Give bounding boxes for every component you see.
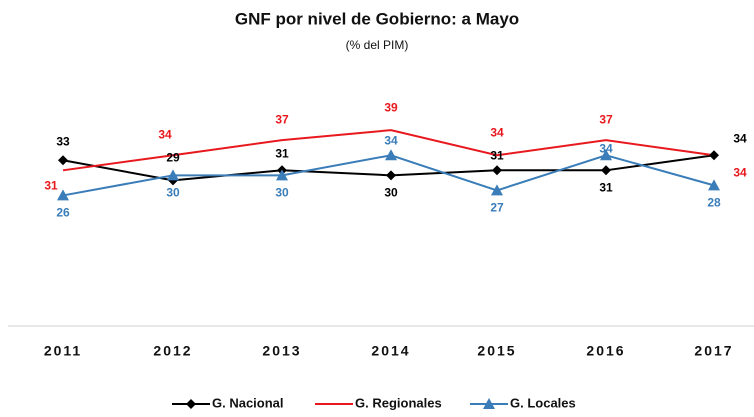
data-label: 34: [599, 141, 613, 155]
data-label: 34: [158, 127, 172, 141]
marker: [708, 179, 720, 191]
legend-marker: [483, 398, 495, 409]
marker: [386, 170, 396, 181]
chart-subtitle: (% del PIM): [346, 38, 409, 52]
x-tick-label: 2011: [44, 343, 82, 359]
x-tick-label: 2012: [153, 343, 192, 359]
data-label: 30: [275, 186, 289, 200]
marker: [385, 149, 397, 161]
data-label: 37: [275, 112, 289, 126]
data-label: 31: [599, 180, 613, 194]
legend-marker: [186, 399, 196, 409]
data-label: 34: [733, 131, 747, 145]
marker: [492, 165, 502, 176]
data-label: 31: [44, 178, 58, 192]
marker: [57, 189, 69, 201]
data-label: 34: [733, 165, 747, 179]
data-label: 27: [490, 201, 504, 215]
marker: [491, 184, 503, 196]
data-label: 26: [56, 206, 70, 220]
legend-label: G. Regionales: [355, 395, 442, 410]
data-label: 33: [56, 134, 70, 148]
line: [62, 129, 715, 172]
x-tick-label: 2016: [586, 343, 625, 359]
x-tick-label: 2013: [262, 343, 301, 359]
data-label: 34: [490, 125, 504, 139]
marker: [58, 155, 68, 166]
data-label: 28: [707, 196, 721, 210]
data-label: 31: [490, 148, 504, 162]
marker: [601, 165, 611, 176]
data-label: 30: [384, 186, 398, 200]
legend-label: G. Nacional: [212, 395, 284, 410]
data-label: 39: [384, 100, 398, 114]
data-label: 34: [384, 133, 398, 147]
marker: [709, 150, 719, 161]
data-label: 30: [166, 186, 180, 200]
x-tick-label: 2017: [694, 343, 733, 359]
data-label: 29: [166, 151, 180, 165]
chart-title: GNF por nivel de Gobierno: a Mayo: [235, 9, 519, 28]
marker: [167, 169, 179, 181]
marker: [276, 169, 288, 181]
data-label: 37: [599, 112, 613, 126]
legend-label: G. Locales: [510, 395, 576, 410]
data-label: 31: [275, 146, 289, 160]
marker: [600, 149, 612, 161]
x-tick-label: 2015: [477, 343, 516, 359]
x-tick-label: 2014: [371, 343, 410, 359]
